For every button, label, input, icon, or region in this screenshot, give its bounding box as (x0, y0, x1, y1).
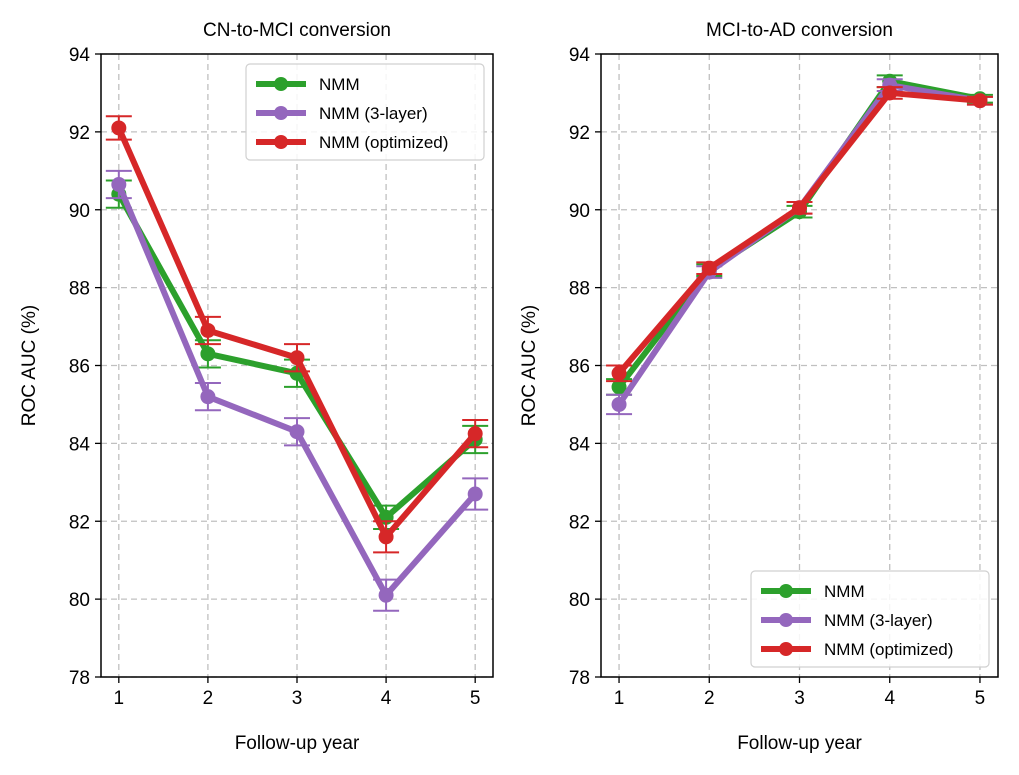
legend-label: NMM (824, 582, 865, 601)
y-axis-label: ROC AUC (%) (19, 305, 40, 426)
data-point (289, 350, 305, 366)
data-point (289, 424, 305, 440)
legend-entry: NMM (optimized) (256, 133, 448, 152)
chart-panel-1: 1 2 3 4 5 78 80 82 84 86 88 90 92 94 CN-to-MCI convers… (19, 20, 494, 754)
y-tick-label: 88 (569, 279, 590, 300)
x-tick-label: 2 (704, 688, 715, 709)
legend-frame (750, 570, 990, 668)
y-tick-label: 78 (569, 668, 590, 689)
legend-swatch-marker (274, 106, 288, 120)
legend-swatch-marker (779, 642, 793, 656)
y-tick-label: 92 (69, 123, 90, 144)
y-tick-label: 84 (69, 434, 91, 455)
legend-swatch-marker (779, 584, 793, 598)
legend: NMM NMM (3-layer) NMM (optimized) (245, 63, 485, 161)
legend-frame (245, 63, 485, 161)
data-point (701, 260, 717, 276)
x-tick-label: 5 (470, 688, 481, 709)
data-point (972, 93, 988, 109)
y-tick-label: 84 (569, 434, 591, 455)
y-tick-label: 78 (69, 668, 90, 689)
data-point (111, 120, 127, 136)
y-tick-label: 80 (569, 590, 590, 611)
y-tick-label: 82 (69, 512, 90, 533)
data-point (378, 587, 394, 603)
legend-label: NMM (optimized) (319, 133, 448, 152)
data-point (200, 389, 216, 405)
data-point (882, 85, 898, 101)
legend-swatch-marker (779, 613, 793, 627)
y-tick-label: 80 (69, 590, 90, 611)
x-tick-label: 2 (203, 688, 214, 709)
legend-entry: NMM (3-layer) (256, 104, 428, 123)
legend-swatch-marker (274, 77, 288, 91)
y-tick-label: 88 (69, 279, 90, 300)
series-nmm-optimized (105, 115, 489, 554)
y-tick-label: 94 (69, 45, 91, 66)
legend-entry: NMM (256, 75, 360, 94)
x-tick-label: 1 (614, 688, 625, 709)
x-tick-label: 4 (884, 688, 895, 709)
x-tick-label: 5 (975, 688, 986, 709)
data-point (792, 200, 807, 216)
data-point (200, 346, 216, 362)
y-tick-label: 86 (569, 357, 590, 378)
x-tick-label: 3 (794, 688, 805, 709)
y-tick-label: 82 (569, 512, 590, 533)
data-point (111, 176, 127, 192)
legend-swatch-marker (274, 135, 288, 149)
x-tick-label: 1 (114, 688, 125, 709)
legend: NMM NMM (3-layer) NMM (optimized) (750, 570, 990, 668)
y-axis-label: ROC AUC (%) (519, 305, 540, 426)
legend-entry: NMM (optimized) (761, 640, 953, 659)
chart-title: MCI-to-AD conversion (706, 20, 893, 41)
x-axis-label: Follow-up year (235, 733, 360, 754)
y-tick-label: 92 (569, 123, 590, 144)
x-tick-label: 3 (292, 688, 303, 709)
series-nmm-3-layer (105, 169, 489, 612)
legend-entry: NMM (3-layer) (761, 611, 933, 630)
data-point (467, 486, 483, 502)
y-tick-label: 90 (69, 201, 90, 222)
data-point (611, 379, 627, 395)
y-tick-label: 90 (569, 201, 590, 222)
y-tick-label: 86 (69, 357, 90, 378)
data-point (467, 426, 483, 442)
data-point (378, 529, 394, 545)
legend-label: NMM (3-layer) (319, 104, 428, 123)
chart-panel-2: 1 2 3 4 5 78 80 82 84 86 88 90 92 94 MCI-to-AD convers… (519, 20, 999, 754)
y-tick-label: 94 (569, 45, 591, 66)
legend-label: NMM (319, 75, 360, 94)
x-tick-label: 4 (381, 688, 392, 709)
series-nmm-optimized (606, 85, 993, 383)
legend-label: NMM (3-layer) (824, 611, 933, 630)
legend-label: NMM (optimized) (824, 640, 953, 659)
x-axis-label: Follow-up year (737, 733, 862, 754)
legend-entry: NMM (761, 582, 865, 601)
data-point (200, 322, 216, 338)
data-point (611, 396, 627, 412)
chart-title: CN-to-MCI conversion (203, 20, 391, 41)
data-point (611, 365, 627, 381)
